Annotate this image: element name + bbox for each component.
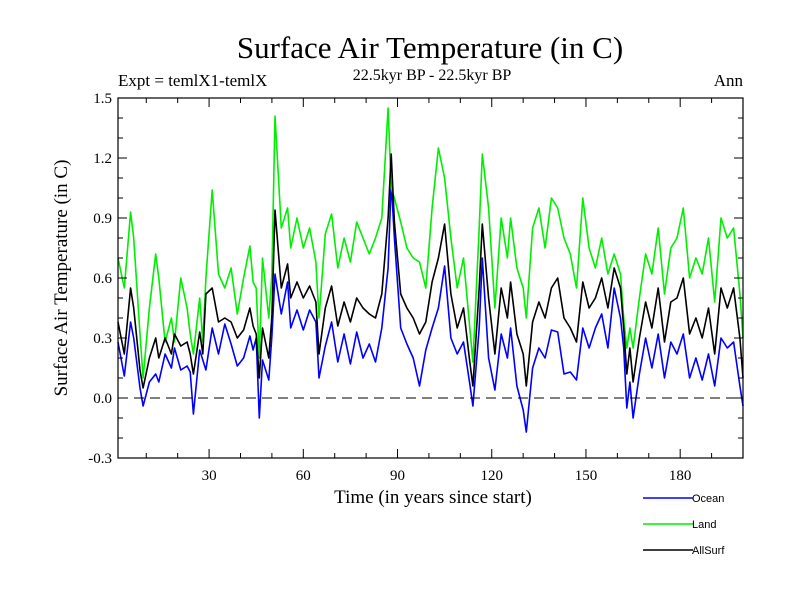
y-tick-label: 1.2 (93, 151, 112, 167)
chart-title: Surface Air Temperature (in C) (237, 30, 623, 65)
period-label: Ann (714, 71, 744, 90)
x-tick-label: 150 (575, 468, 598, 484)
y-axis-title: Surface Air Temperature (in C) (51, 160, 72, 397)
x-axis-title: Time (in years since start) (334, 487, 532, 508)
series-line-allsurf (117, 153, 744, 389)
y-tick-label: 1.5 (93, 91, 112, 107)
y-tick-label: 0.9 (93, 211, 112, 227)
y-tick-label: 0.0 (93, 391, 112, 407)
y-tick-label: 0.3 (93, 331, 112, 347)
x-tick-label: 180 (669, 468, 692, 484)
legend-label-land: Land (692, 519, 716, 531)
legend-label-ocean: Ocean (692, 493, 724, 505)
x-tick-label: 90 (390, 468, 405, 484)
y-tick-label: 0.6 (93, 271, 112, 287)
x-tick-label: 30 (202, 468, 217, 484)
series-line-ocean (117, 181, 744, 433)
series-layer (117, 107, 744, 433)
x-tick-label: 120 (480, 468, 503, 484)
x-tick-label: 60 (296, 468, 311, 484)
chart-subtitle: 22.5kyr BP - 22.5kyr BP (353, 67, 512, 84)
series-line-land (117, 107, 744, 379)
experiment-label: Expt = temlX1-temlX (118, 71, 267, 90)
ticks-layer: 30 60 90 120 150 180 -0.3 0.0 0.3 0.6 0.9 1.2 1.5 (88, 91, 743, 484)
y-tick-label: -0.3 (88, 451, 112, 467)
legend-label-allsurf: AllSurf (692, 545, 725, 557)
legend: Ocean Land AllSurf (643, 493, 725, 557)
